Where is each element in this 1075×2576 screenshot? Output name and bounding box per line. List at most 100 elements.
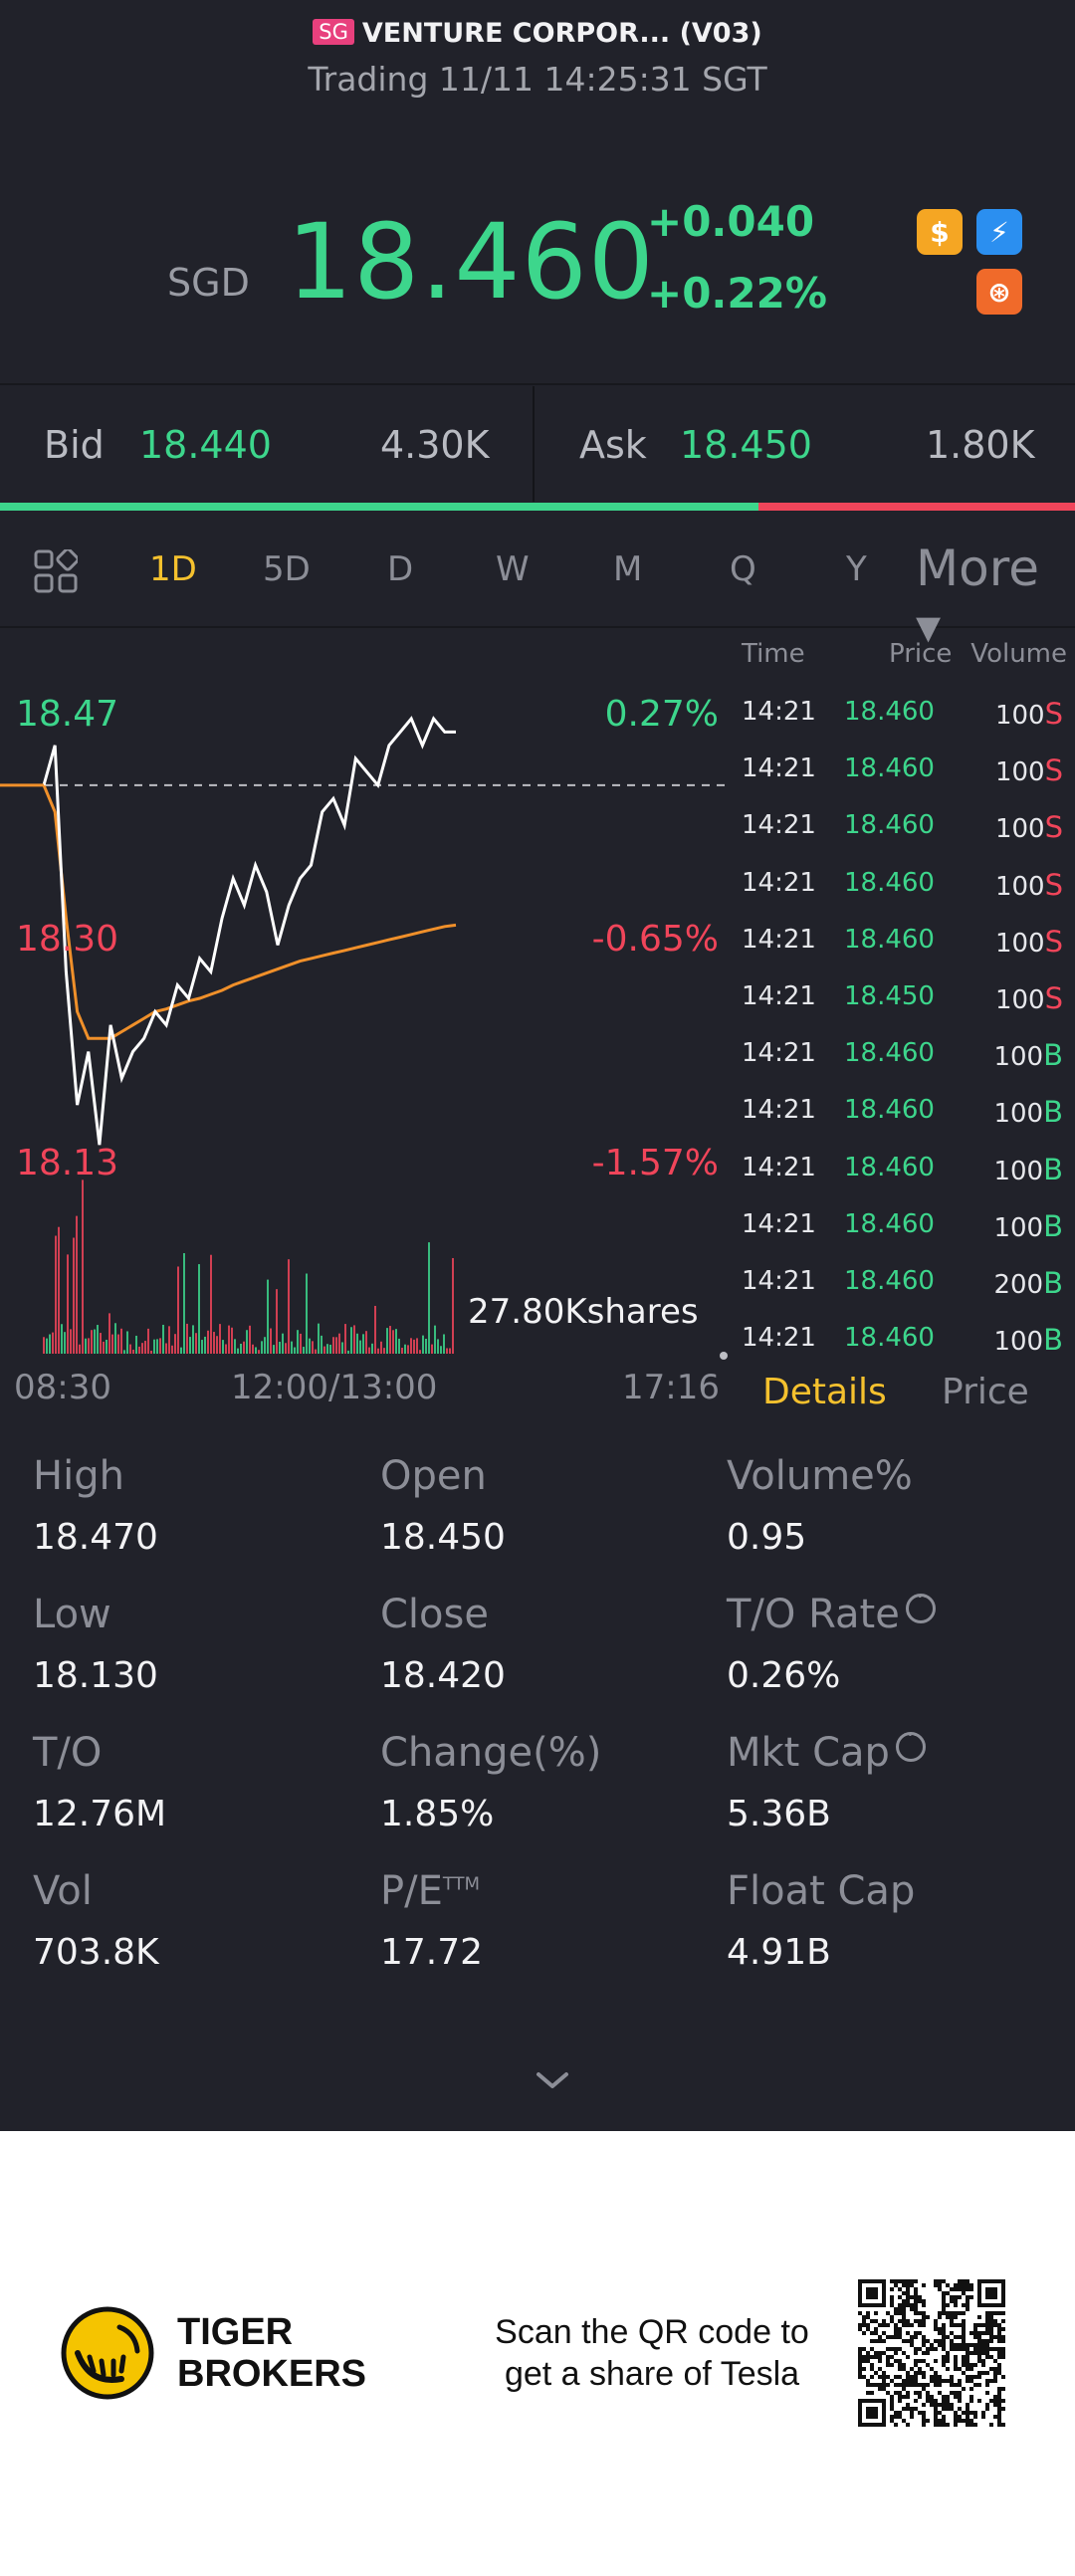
intraday-chart[interactable]: 18.47 0.27% 18.30 -0.65% 18.13 -1.57% [0, 629, 732, 1366]
trade-volume: 100B [993, 1153, 1063, 1186]
average-price-line [42, 784, 457, 1040]
trade-volume: 100B [993, 1095, 1063, 1129]
info-icon[interactable] [895, 1723, 926, 1762]
info-icon[interactable] [905, 1585, 936, 1623]
trade-volume-value: 100 [994, 928, 1045, 959]
stat-label: Volume% [727, 1453, 913, 1499]
lottery-icon[interactable]: ⊛ [976, 269, 1022, 315]
stock-name: VENTURE CORPOR... (V03) [361, 18, 762, 49]
y-label-high: 18.47 [16, 694, 118, 735]
qr-code-icon[interactable] [858, 2279, 1005, 2427]
trade-time: 14:21 [742, 981, 816, 1011]
time-end-dot [720, 1352, 728, 1360]
stat-value: 1.85% [380, 1794, 495, 1834]
stat-label: Float Cap [727, 1868, 916, 1914]
trade-volume-value: 100 [994, 701, 1045, 731]
tiger-logo-icon [61, 2306, 154, 2400]
tab-year[interactable]: Y [846, 549, 867, 589]
brand-name-line2: BROKERS [177, 2353, 367, 2395]
trade-side: S [1044, 697, 1063, 731]
trade-volume-value: 100 [994, 814, 1045, 845]
tab-day[interactable]: D [387, 549, 414, 589]
trade-price: 18.460 [844, 1208, 935, 1239]
tab-week[interactable]: W [496, 549, 530, 589]
stat-label: Mkt Cap [727, 1730, 890, 1776]
trade-side: S [1044, 753, 1063, 788]
trade-volume: 100S [995, 697, 1063, 731]
trade-price: 18.460 [844, 810, 935, 841]
ask-label: Ask [579, 423, 647, 467]
trade-time: 14:21 [742, 924, 816, 955]
ask-volume-bar [758, 503, 1075, 511]
bid-label: Bid [44, 423, 105, 467]
brand-name-line1: TIGER [177, 2311, 294, 2353]
bid-ask-row[interactable] [0, 383, 1075, 503]
stat-value: 4.91B [727, 1932, 831, 1973]
x-label-open: 08:30 [14, 1368, 111, 1407]
trade-time: 14:21 [742, 1323, 816, 1354]
trade-volume: 200B [993, 1266, 1063, 1300]
trades-header-price: Price [889, 639, 953, 669]
y-label-low-pct: -1.57% [592, 1143, 719, 1183]
trade-price: 18.460 [844, 867, 935, 898]
stat-value: 18.450 [380, 1517, 506, 1558]
tab-more[interactable]: More ▾ [916, 539, 1039, 655]
stat-value: 0.95 [727, 1517, 807, 1558]
trade-time: 14:21 [742, 1038, 816, 1069]
bid-ask-divider [533, 386, 535, 502]
chevron-down-icon[interactable] [535, 2068, 570, 2092]
stat-value: 18.130 [33, 1655, 158, 1696]
market-badge: SG [313, 19, 354, 45]
bid-size: 4.30K [380, 423, 490, 467]
trade-volume-value: 100 [993, 1327, 1044, 1358]
trade-volume-value: 100 [994, 985, 1045, 1015]
tab-price[interactable]: Price [942, 1372, 1029, 1412]
tab-5d[interactable]: 5D [263, 549, 311, 589]
trade-price: 18.460 [844, 1095, 935, 1126]
stat-value: 0.26% [727, 1655, 841, 1696]
trade-volume-value: 100 [993, 1156, 1044, 1186]
trade-volume-value: 100 [993, 1042, 1044, 1073]
trade-time: 14:21 [742, 1152, 816, 1182]
trade-price: 18.450 [844, 981, 935, 1011]
ask-price: 18.450 [680, 423, 812, 467]
trade-price: 18.460 [844, 924, 935, 955]
trade-volume-value: 200 [993, 1270, 1044, 1300]
lightning-icon[interactable]: ⚡ [976, 209, 1022, 255]
y-label-mid-pct: -0.65% [592, 919, 719, 960]
grid-icon[interactable] [34, 549, 78, 593]
trade-side: B [1043, 1038, 1063, 1073]
trade-side: S [1044, 867, 1063, 902]
trade-price: 18.460 [844, 753, 935, 784]
trade-volume: 100B [993, 1323, 1063, 1357]
trade-time: 14:21 [742, 697, 816, 727]
trade-time: 14:21 [742, 1208, 816, 1239]
bid-price: 18.440 [139, 423, 272, 467]
stat-label: Vol [33, 1868, 93, 1914]
stat-label: T/O [33, 1730, 103, 1776]
trades-header-time: Time [742, 639, 805, 669]
tab-1d[interactable]: 1D [149, 549, 197, 589]
trade-volume: 100S [995, 753, 1063, 787]
trade-time: 14:21 [742, 1266, 816, 1296]
trade-price: 18.460 [844, 1038, 935, 1069]
stat-value: 18.420 [380, 1655, 506, 1696]
stat-label: P/E [380, 1868, 443, 1914]
stat-label-superscript: TTM [442, 1873, 481, 1895]
stat-label: Change(%) [380, 1730, 602, 1776]
stat-label: Close [380, 1592, 489, 1637]
promo-line1: Scan the QR code to [495, 2313, 809, 2351]
trade-price: 18.460 [844, 1323, 935, 1354]
stock-title: SG VENTURE CORPOR... (V03) [0, 18, 1075, 49]
tab-details[interactable]: Details [762, 1372, 887, 1412]
dollar-icon[interactable]: $ [917, 209, 963, 255]
trade-side: S [1044, 924, 1063, 959]
trade-price: 18.460 [844, 697, 935, 727]
ask-size: 1.80K [926, 423, 1035, 467]
tab-month[interactable]: M [613, 549, 643, 589]
stat-label: Open [380, 1453, 487, 1499]
trade-volume-value: 100 [993, 1099, 1044, 1130]
tab-quarter[interactable]: Q [730, 549, 756, 589]
stat-value: 17.72 [380, 1932, 484, 1973]
volume-bars [43, 1180, 454, 1354]
